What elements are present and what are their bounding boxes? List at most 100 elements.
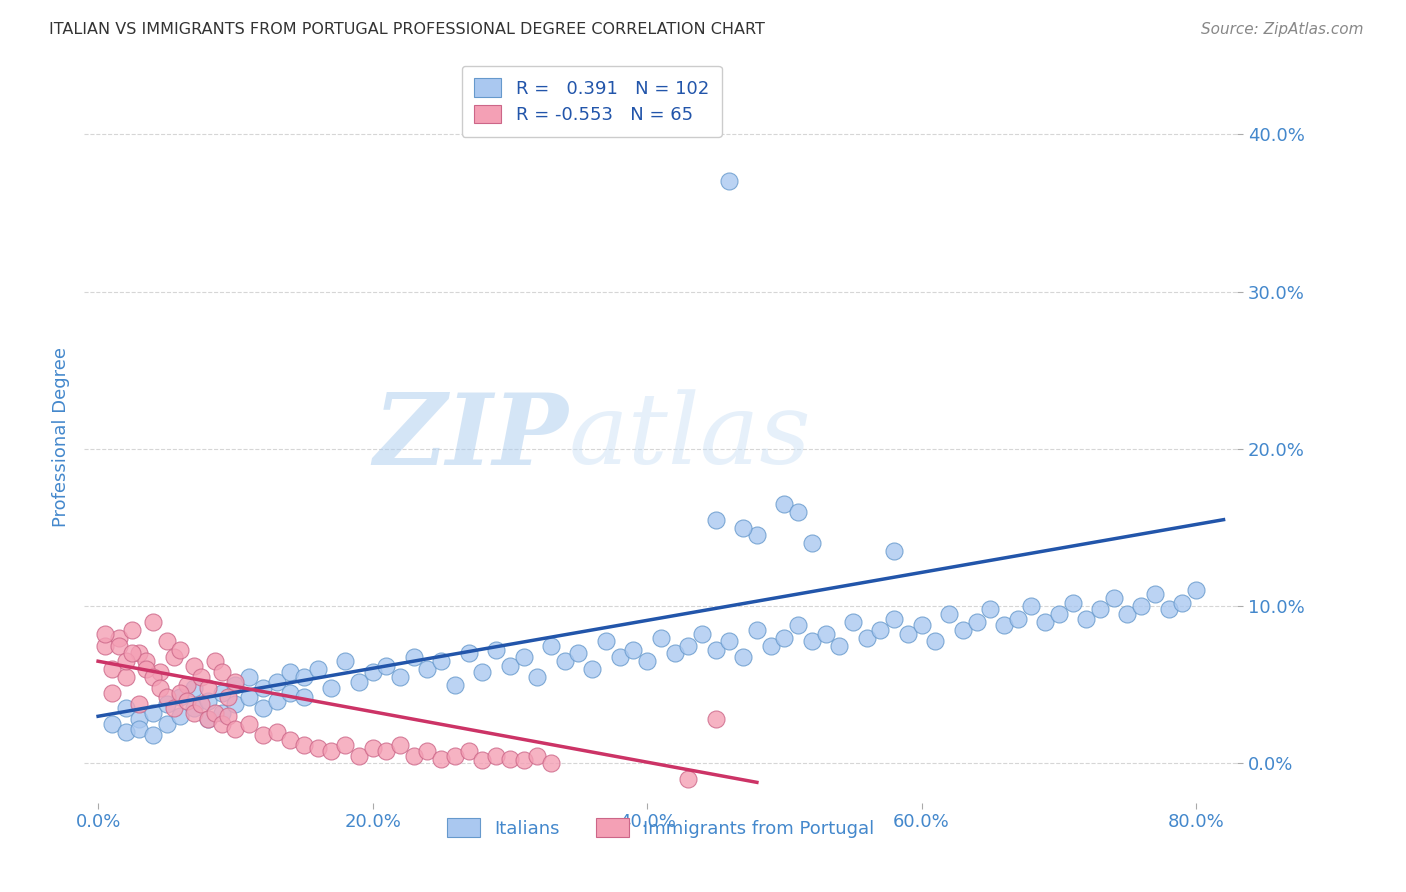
Point [238, 690, 260, 705]
Text: atlas: atlas [568, 390, 811, 484]
Point [787, 618, 810, 632]
Point [252, 681, 274, 695]
Point [176, 678, 198, 692]
Point [1116, 607, 1139, 621]
Point [218, 709, 240, 723]
Point [375, 659, 398, 673]
Point [1157, 602, 1180, 616]
Point [292, 690, 315, 705]
Point [142, 728, 165, 742]
Point [142, 615, 165, 629]
Point [204, 706, 226, 720]
Point [278, 732, 301, 747]
Point [526, 748, 548, 763]
Point [787, 505, 810, 519]
Point [540, 639, 562, 653]
Point [224, 674, 246, 689]
Point [149, 681, 172, 695]
Point [430, 752, 453, 766]
Point [883, 612, 905, 626]
Point [156, 633, 179, 648]
Y-axis label: Professional Degree: Professional Degree [52, 347, 70, 527]
Point [814, 627, 837, 641]
Point [910, 618, 932, 632]
Point [169, 643, 191, 657]
Point [554, 654, 576, 668]
Point [224, 697, 246, 711]
Point [307, 662, 329, 676]
Point [512, 753, 534, 767]
Point [759, 639, 782, 653]
Point [733, 520, 755, 534]
Point [979, 602, 1001, 616]
Point [121, 646, 143, 660]
Point [176, 693, 198, 707]
Point [183, 659, 205, 673]
Point [471, 665, 494, 680]
Point [169, 709, 191, 723]
Legend: Italians, Immigrants from Portugal: Italians, Immigrants from Portugal [440, 811, 882, 845]
Point [457, 744, 479, 758]
Point [197, 713, 219, 727]
Point [664, 646, 686, 660]
Point [278, 686, 301, 700]
Point [444, 678, 467, 692]
Point [121, 623, 143, 637]
Point [114, 654, 136, 668]
Point [745, 528, 768, 542]
Point [704, 713, 727, 727]
Point [266, 674, 288, 689]
Point [457, 646, 479, 660]
Point [745, 623, 768, 637]
Point [361, 665, 384, 680]
Point [211, 717, 233, 731]
Point [485, 643, 508, 657]
Point [128, 646, 150, 660]
Point [924, 633, 946, 648]
Point [581, 662, 603, 676]
Point [156, 717, 179, 731]
Point [690, 627, 713, 641]
Point [278, 665, 301, 680]
Point [993, 618, 1015, 632]
Point [733, 649, 755, 664]
Point [842, 615, 865, 629]
Point [1171, 596, 1194, 610]
Point [211, 706, 233, 720]
Point [499, 659, 522, 673]
Point [307, 740, 329, 755]
Point [773, 631, 796, 645]
Point [101, 686, 124, 700]
Point [718, 633, 741, 648]
Point [650, 631, 672, 645]
Point [94, 627, 117, 641]
Point [190, 697, 212, 711]
Point [114, 701, 136, 715]
Point [938, 607, 960, 621]
Point [135, 654, 157, 668]
Point [107, 639, 129, 653]
Point [567, 646, 589, 660]
Point [416, 744, 439, 758]
Point [101, 662, 124, 676]
Point [1088, 602, 1111, 616]
Point [252, 728, 274, 742]
Text: Source: ZipAtlas.com: Source: ZipAtlas.com [1201, 22, 1364, 37]
Point [402, 649, 425, 664]
Point [1143, 586, 1166, 600]
Point [162, 649, 184, 664]
Point [966, 615, 988, 629]
Point [389, 670, 412, 684]
Point [142, 670, 165, 684]
Point [621, 643, 644, 657]
Point [252, 701, 274, 715]
Point [128, 722, 150, 736]
Point [347, 674, 370, 689]
Point [1076, 612, 1098, 626]
Point [897, 627, 920, 641]
Point [292, 738, 315, 752]
Point [389, 738, 412, 752]
Point [471, 753, 494, 767]
Point [142, 706, 165, 720]
Point [156, 690, 179, 705]
